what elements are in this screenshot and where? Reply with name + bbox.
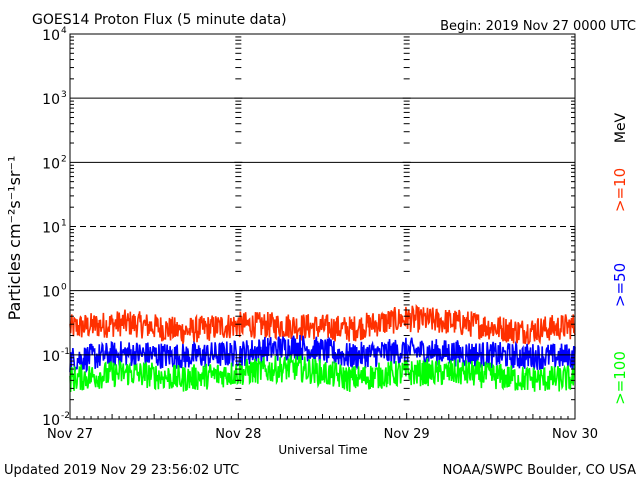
y-tick-exponent: -1 [61,347,70,357]
plot-frame [69,33,576,420]
x-axis-label: Universal Time [278,443,367,457]
y-axis-label: Particles cm⁻²s⁻¹sr⁻¹ [5,156,24,321]
y-tick-label: 10 [42,92,60,108]
y-tick-label: 10 [42,221,60,237]
legend: >=10 >=50 >=100 [611,168,629,405]
series-line [69,354,576,393]
x-tick-labels: Nov 27 Nov 28 Nov 29 Nov 30 [47,427,598,442]
begin-time-label: Begin: 2019 Nov 27 0000 UTC [440,19,636,34]
x-tick-label: Nov 30 [552,427,598,442]
y-tick-label: 10 [42,413,60,429]
y-tick-exponent: 4 [61,26,67,36]
series-line [69,334,576,374]
y-tick-exponent: 1 [61,219,67,229]
y-tick-exponent: 3 [61,90,67,100]
legend-entry: >=50 [611,263,629,307]
y-tick-label: 10 [42,28,60,44]
legend-entry: >=100 [611,351,629,405]
x-tick-label: Nov 27 [47,427,93,442]
y-tick-exponent: 0 [61,283,67,293]
y-tick-label: 10 [42,285,60,301]
updated-label: Updated 2019 Nov 29 23:56:02 UTC [4,463,239,478]
series-line [69,304,576,346]
energy-unit-label: MeV [613,112,629,143]
credit-label: NOAA/SWPC Boulder, CO USA [443,463,636,478]
x-tick-label: Nov 29 [384,427,430,442]
y-tick-exponent: -2 [61,411,70,421]
legend-entry: >=10 [611,168,629,212]
y-tick-label: 10 [42,156,60,172]
y-tick-exponent: 2 [61,154,67,164]
chart-title: GOES14 Proton Flux (5 minute data) [32,12,287,28]
x-tick-label: Nov 28 [215,427,261,442]
series-layer [69,304,576,393]
y-tick-label: 10 [42,349,60,365]
